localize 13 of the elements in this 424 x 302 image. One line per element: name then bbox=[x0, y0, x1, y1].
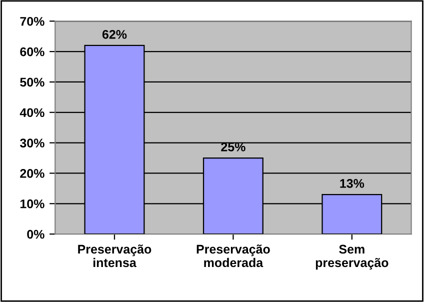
x-tick-label: Preservação moderada bbox=[196, 244, 270, 268]
y-tick-label: 60% bbox=[20, 47, 44, 56]
y-tick-label: 20% bbox=[20, 169, 44, 178]
y-tick-label: 50% bbox=[20, 78, 44, 87]
data-label: 62% bbox=[102, 30, 127, 39]
data-label: 13% bbox=[340, 179, 364, 188]
y-tick-label: 0% bbox=[27, 230, 44, 239]
y-tick-label: 10% bbox=[20, 199, 44, 208]
y-tick-label: 40% bbox=[20, 108, 44, 118]
y-tick-label: 70% bbox=[20, 16, 44, 26]
x-tick-label: Preservação intensa bbox=[78, 244, 152, 268]
y-tick-label: 30% bbox=[20, 138, 44, 148]
x-tick-label: Sem preservação bbox=[316, 244, 388, 270]
